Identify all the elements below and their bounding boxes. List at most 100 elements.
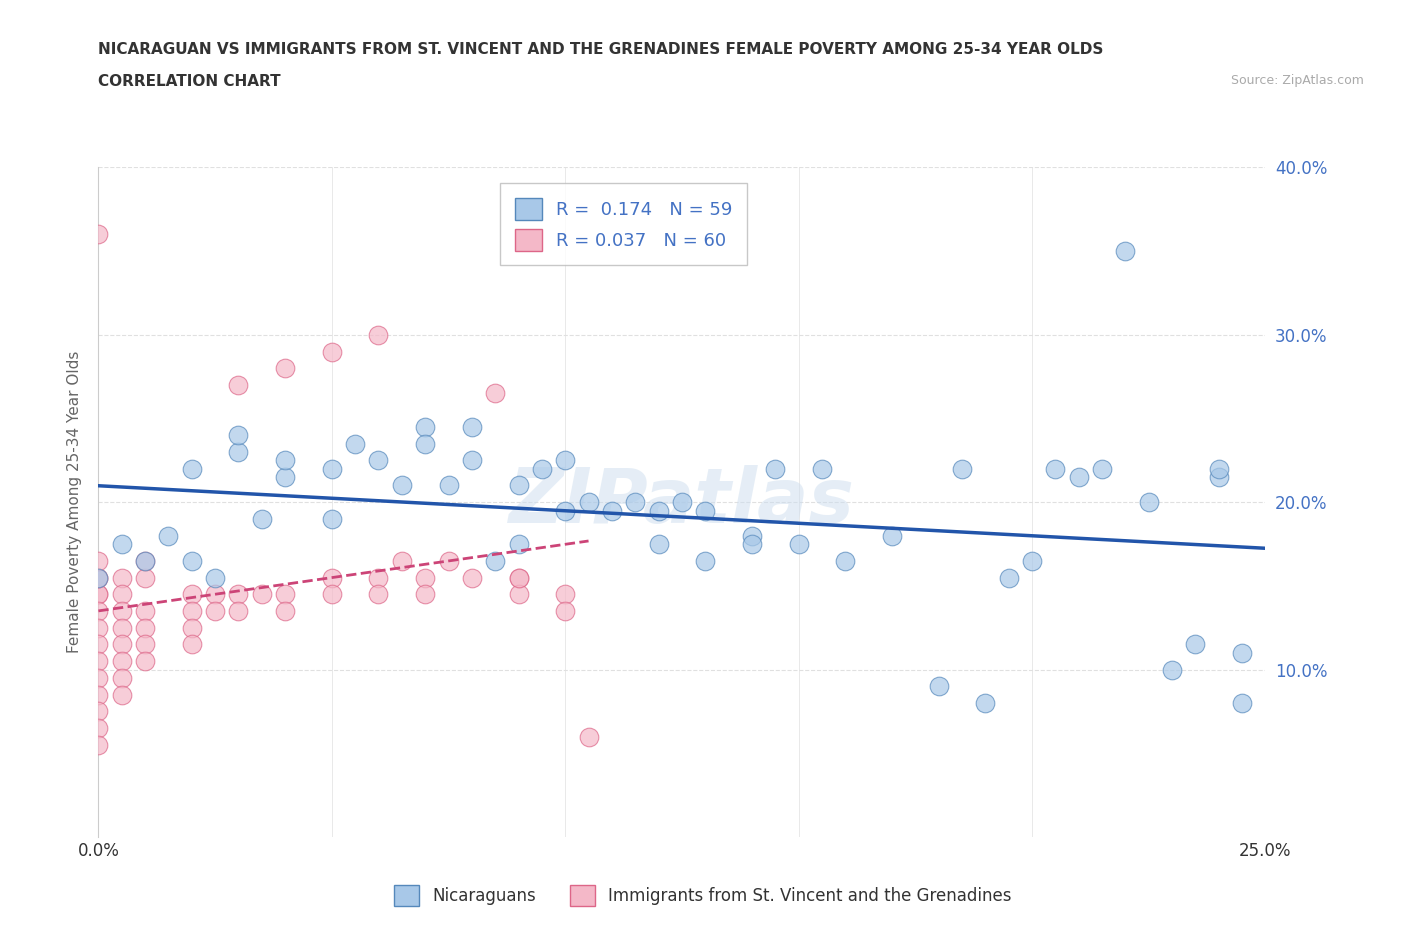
Point	[578, 729, 600, 744]
Point	[87, 570, 110, 585]
Point	[787, 537, 810, 551]
Point	[87, 654, 110, 669]
Point	[180, 604, 202, 618]
Point	[508, 570, 530, 585]
Point	[578, 495, 600, 510]
Point	[111, 637, 134, 652]
Point	[413, 419, 436, 434]
Point	[554, 604, 576, 618]
Point	[695, 503, 717, 518]
Point	[111, 604, 134, 618]
Point	[530, 461, 553, 476]
Point	[1230, 645, 1253, 660]
Point	[647, 537, 669, 551]
Point	[1184, 637, 1206, 652]
Point	[344, 436, 367, 451]
Point	[1114, 244, 1136, 259]
Point	[274, 361, 297, 376]
Point	[321, 512, 343, 526]
Point	[87, 587, 110, 602]
Text: ZIPatlas: ZIPatlas	[509, 465, 855, 539]
Point	[741, 537, 763, 551]
Point	[413, 587, 436, 602]
Point	[111, 687, 134, 702]
Point	[461, 453, 484, 468]
Point	[180, 461, 202, 476]
Point	[484, 386, 506, 401]
Point	[928, 679, 950, 694]
Point	[461, 419, 484, 434]
Point	[87, 737, 110, 752]
Point	[111, 587, 134, 602]
Point	[87, 570, 110, 585]
Text: Source: ZipAtlas.com: Source: ZipAtlas.com	[1230, 74, 1364, 87]
Point	[974, 696, 997, 711]
Point	[671, 495, 693, 510]
Point	[250, 587, 273, 602]
Point	[87, 637, 110, 652]
Point	[600, 503, 623, 518]
Point	[87, 620, 110, 635]
Point	[87, 227, 110, 242]
Point	[87, 687, 110, 702]
Point	[321, 587, 343, 602]
Point	[1208, 461, 1230, 476]
Point	[508, 537, 530, 551]
Point	[1045, 461, 1067, 476]
Point	[624, 495, 647, 510]
Point	[1067, 470, 1090, 485]
Point	[695, 553, 717, 568]
Point	[228, 587, 250, 602]
Point	[111, 620, 134, 635]
Point	[228, 428, 250, 443]
Point	[554, 503, 576, 518]
Point	[274, 453, 297, 468]
Point	[134, 553, 156, 568]
Point	[413, 570, 436, 585]
Point	[274, 604, 297, 618]
Point	[367, 327, 389, 342]
Point	[391, 478, 413, 493]
Legend: Nicaraguans, Immigrants from St. Vincent and the Grenadines: Nicaraguans, Immigrants from St. Vincent…	[388, 879, 1018, 912]
Point	[554, 587, 576, 602]
Point	[274, 470, 297, 485]
Point	[508, 587, 530, 602]
Point	[111, 570, 134, 585]
Point	[87, 553, 110, 568]
Text: CORRELATION CHART: CORRELATION CHART	[98, 74, 281, 89]
Point	[111, 671, 134, 685]
Point	[437, 478, 460, 493]
Point	[87, 570, 110, 585]
Point	[880, 528, 903, 543]
Point	[111, 537, 134, 551]
Point	[413, 436, 436, 451]
Point	[484, 553, 506, 568]
Point	[741, 528, 763, 543]
Point	[134, 553, 156, 568]
Legend: R =  0.174   N = 59, R = 0.037   N = 60: R = 0.174 N = 59, R = 0.037 N = 60	[501, 183, 747, 265]
Point	[367, 453, 389, 468]
Point	[111, 654, 134, 669]
Point	[508, 570, 530, 585]
Point	[321, 344, 343, 359]
Point	[204, 587, 226, 602]
Point	[1091, 461, 1114, 476]
Point	[1137, 495, 1160, 510]
Point	[87, 587, 110, 602]
Y-axis label: Female Poverty Among 25-34 Year Olds: Female Poverty Among 25-34 Year Olds	[67, 351, 83, 654]
Text: NICARAGUAN VS IMMIGRANTS FROM ST. VINCENT AND THE GRENADINES FEMALE POVERTY AMON: NICARAGUAN VS IMMIGRANTS FROM ST. VINCEN…	[98, 42, 1104, 57]
Point	[367, 570, 389, 585]
Point	[367, 587, 389, 602]
Point	[763, 461, 786, 476]
Point	[554, 453, 576, 468]
Point	[461, 570, 484, 585]
Point	[437, 553, 460, 568]
Point	[87, 671, 110, 685]
Point	[228, 604, 250, 618]
Point	[180, 620, 202, 635]
Point	[228, 378, 250, 392]
Point	[1208, 470, 1230, 485]
Point	[204, 604, 226, 618]
Point	[250, 512, 273, 526]
Point	[134, 570, 156, 585]
